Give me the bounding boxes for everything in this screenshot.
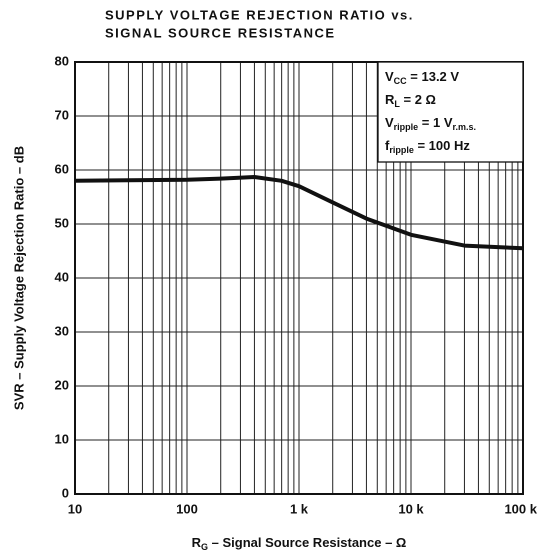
y-tick-label: 50	[55, 215, 69, 230]
annotation-rest: = 2 Ω	[400, 92, 436, 107]
annotation-sub: L	[394, 99, 400, 109]
annotation-sub: r.m.s.	[453, 122, 477, 132]
y-tick-label: 40	[55, 269, 69, 284]
plot-frame	[74, 61, 524, 495]
annotation-rest: = 100 Hz	[414, 138, 471, 153]
annotation-rest: = 13.2 V	[407, 69, 460, 84]
annotation-box	[377, 61, 524, 163]
x-tick-label: 10 k	[398, 501, 424, 516]
y-tick-label: 60	[55, 161, 69, 176]
y-tick-label: 70	[55, 107, 69, 122]
x-label-main: R	[192, 535, 202, 550]
x-label-rest: – Signal Source Resistance – Ω	[208, 535, 406, 550]
chart-title: SIGNAL SOURCE RESISTANCE	[105, 25, 336, 40]
x-tick-label: 100	[176, 501, 198, 516]
annotation-sub: ripple	[389, 145, 414, 155]
annotation: fripple = 100 Hz	[385, 138, 470, 155]
x-tick-label: 100 k	[504, 501, 537, 516]
annotation-main: f	[385, 138, 390, 153]
y-tick-label: 80	[55, 53, 69, 68]
annotation-main: V	[385, 115, 394, 130]
annotation-main: V	[385, 69, 394, 84]
annotation-sub: CC	[394, 76, 407, 86]
annotation: RL = 2 Ω	[385, 92, 436, 109]
x-tick-label: 1 k	[290, 501, 309, 516]
annotation-rest: = 1 V	[418, 115, 453, 130]
x-tick-label: 10	[68, 501, 82, 516]
annotation-sub: ripple	[394, 122, 419, 132]
y-tick-label: 20	[55, 377, 69, 392]
annotation: Vripple = 1 Vr.m.s.	[385, 115, 476, 132]
chart-title: SUPPLY VOLTAGE REJECTION RATIO vs.	[105, 7, 414, 22]
y-tick-label: 30	[55, 323, 69, 338]
y-tick-label: 10	[55, 431, 69, 446]
y-axis-label: SVR – Supply Voltage Rejection Ratio – d…	[11, 146, 26, 410]
data-line	[74, 175, 524, 251]
x-axis-label: RG – Signal Source Resistance – Ω	[192, 535, 407, 552]
x-label-sub: G	[201, 542, 208, 552]
annotation: VCC = 13.2 V	[385, 69, 459, 86]
y-tick-label: 0	[62, 485, 69, 500]
annotation-main: R	[385, 92, 395, 107]
